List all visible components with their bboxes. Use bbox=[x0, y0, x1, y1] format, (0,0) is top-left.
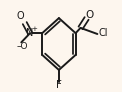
Text: –O: –O bbox=[16, 42, 28, 51]
Text: F: F bbox=[56, 80, 62, 90]
Text: O: O bbox=[85, 10, 93, 20]
Text: O: O bbox=[17, 11, 24, 21]
Text: +: + bbox=[31, 26, 37, 32]
Text: N: N bbox=[26, 28, 34, 38]
Text: Cl: Cl bbox=[98, 28, 108, 38]
